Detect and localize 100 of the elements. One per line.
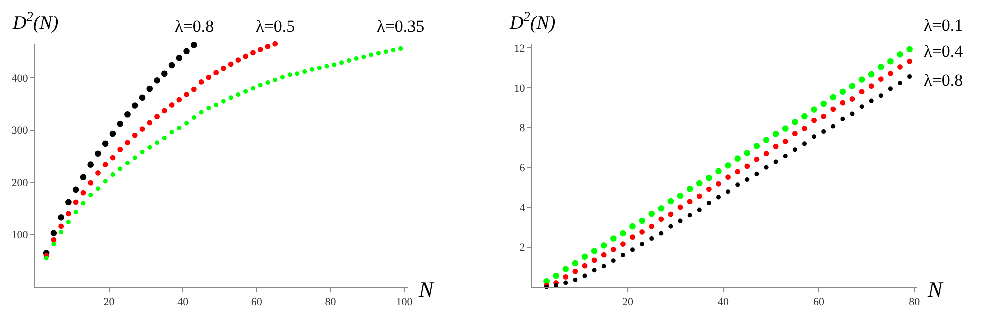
point — [214, 70, 220, 76]
point — [716, 195, 721, 200]
point — [821, 114, 827, 120]
point — [726, 190, 731, 194]
point — [858, 76, 866, 83]
point — [117, 120, 124, 128]
point — [582, 263, 588, 269]
y-tick-label: 6 — [520, 162, 526, 174]
point — [184, 92, 190, 98]
point — [553, 272, 560, 280]
point — [58, 224, 64, 230]
point — [792, 148, 798, 152]
x-tick-label: 40 — [718, 296, 730, 308]
x-tick-label: 20 — [622, 296, 634, 308]
point — [124, 111, 131, 118]
point — [640, 242, 645, 247]
point — [170, 130, 174, 135]
point — [802, 142, 807, 146]
point — [782, 138, 788, 144]
point — [726, 174, 731, 180]
series-label: λ=0.8 — [175, 17, 214, 36]
point — [869, 98, 874, 104]
point — [155, 140, 160, 146]
point — [317, 66, 322, 70]
point — [51, 237, 57, 243]
point — [850, 112, 855, 116]
x-tick-label: 80 — [909, 296, 921, 308]
point — [184, 48, 190, 55]
point — [696, 180, 703, 187]
point — [792, 131, 798, 136]
point — [102, 140, 109, 148]
point — [744, 150, 751, 156]
point — [888, 86, 893, 92]
point — [706, 186, 712, 192]
point — [764, 165, 769, 170]
point — [228, 62, 234, 68]
point — [572, 260, 579, 267]
point — [592, 268, 597, 273]
point — [73, 200, 79, 206]
point — [391, 48, 396, 53]
point — [773, 144, 779, 150]
point — [582, 254, 588, 260]
point — [591, 248, 598, 254]
series-label: λ=0.1 — [924, 16, 964, 35]
point — [221, 66, 226, 72]
point — [66, 220, 71, 225]
point — [859, 89, 865, 95]
point — [126, 161, 130, 166]
point — [243, 54, 249, 60]
point — [250, 50, 256, 56]
point — [696, 194, 702, 200]
point — [273, 78, 278, 82]
point — [735, 169, 741, 175]
point — [840, 100, 846, 106]
point — [80, 190, 86, 196]
point — [850, 96, 856, 102]
x-tick-label: 100 — [396, 296, 414, 308]
point — [96, 170, 101, 176]
point — [898, 64, 903, 70]
point — [176, 97, 182, 103]
point — [564, 280, 568, 286]
y-axis-title: D$^{2}$(N) — [509, 9, 556, 34]
point — [562, 266, 570, 272]
y-axis-title: D$^{2}$(N) — [12, 9, 59, 34]
point — [602, 264, 606, 269]
x-tick-label: 40 — [178, 296, 190, 308]
point — [236, 92, 241, 98]
point — [792, 119, 798, 126]
point — [354, 56, 359, 61]
point — [774, 160, 778, 164]
point — [88, 192, 94, 198]
point — [66, 211, 72, 217]
point — [340, 60, 344, 66]
point — [610, 236, 617, 242]
point — [582, 274, 588, 278]
point — [140, 126, 146, 132]
point — [782, 126, 789, 132]
point — [639, 218, 646, 224]
point — [830, 106, 836, 112]
point — [687, 199, 693, 205]
point — [878, 64, 884, 70]
point — [649, 224, 655, 230]
series-label: λ=0.4 — [924, 42, 964, 61]
point — [678, 218, 683, 224]
point — [620, 242, 626, 248]
point — [58, 214, 64, 221]
point — [206, 106, 212, 111]
point — [754, 156, 760, 162]
point — [384, 50, 388, 54]
point — [244, 89, 248, 94]
point — [678, 204, 684, 210]
point — [658, 216, 664, 222]
point — [88, 162, 94, 168]
point — [88, 180, 94, 186]
point — [908, 74, 912, 79]
x-tick-label: 60 — [251, 296, 263, 308]
point — [221, 99, 226, 104]
point — [376, 51, 381, 56]
y-tick-label: 300 — [12, 125, 29, 138]
point — [148, 145, 152, 150]
